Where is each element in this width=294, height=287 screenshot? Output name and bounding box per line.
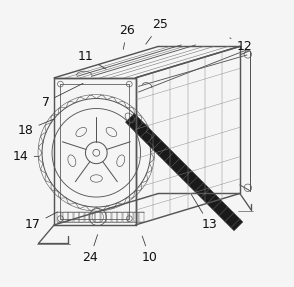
Text: 17: 17: [25, 212, 57, 231]
Text: 25: 25: [146, 18, 168, 44]
Bar: [57, 212, 62, 222]
Text: 10: 10: [142, 236, 158, 264]
Text: 26: 26: [119, 24, 135, 49]
Bar: [74, 212, 78, 222]
Bar: [133, 212, 138, 222]
Text: 11: 11: [78, 50, 106, 69]
Text: 13: 13: [191, 194, 218, 231]
Text: 14: 14: [13, 150, 39, 163]
Bar: [63, 212, 68, 222]
Ellipse shape: [106, 127, 117, 137]
Bar: [79, 212, 84, 222]
Bar: [68, 212, 73, 222]
Bar: [112, 212, 117, 222]
Bar: [85, 212, 89, 222]
Bar: [101, 212, 106, 222]
Text: 7: 7: [42, 83, 83, 108]
Ellipse shape: [117, 155, 125, 166]
Ellipse shape: [68, 155, 76, 166]
Polygon shape: [126, 113, 243, 231]
Bar: [106, 212, 111, 222]
Bar: [90, 212, 95, 222]
Text: 18: 18: [18, 119, 54, 137]
Bar: [139, 212, 144, 222]
Ellipse shape: [76, 127, 86, 137]
Bar: [123, 212, 128, 222]
Bar: [117, 212, 122, 222]
Ellipse shape: [90, 175, 102, 182]
Bar: [96, 212, 100, 222]
Text: 12: 12: [230, 38, 252, 53]
Text: 24: 24: [82, 235, 98, 264]
Bar: [128, 212, 133, 222]
